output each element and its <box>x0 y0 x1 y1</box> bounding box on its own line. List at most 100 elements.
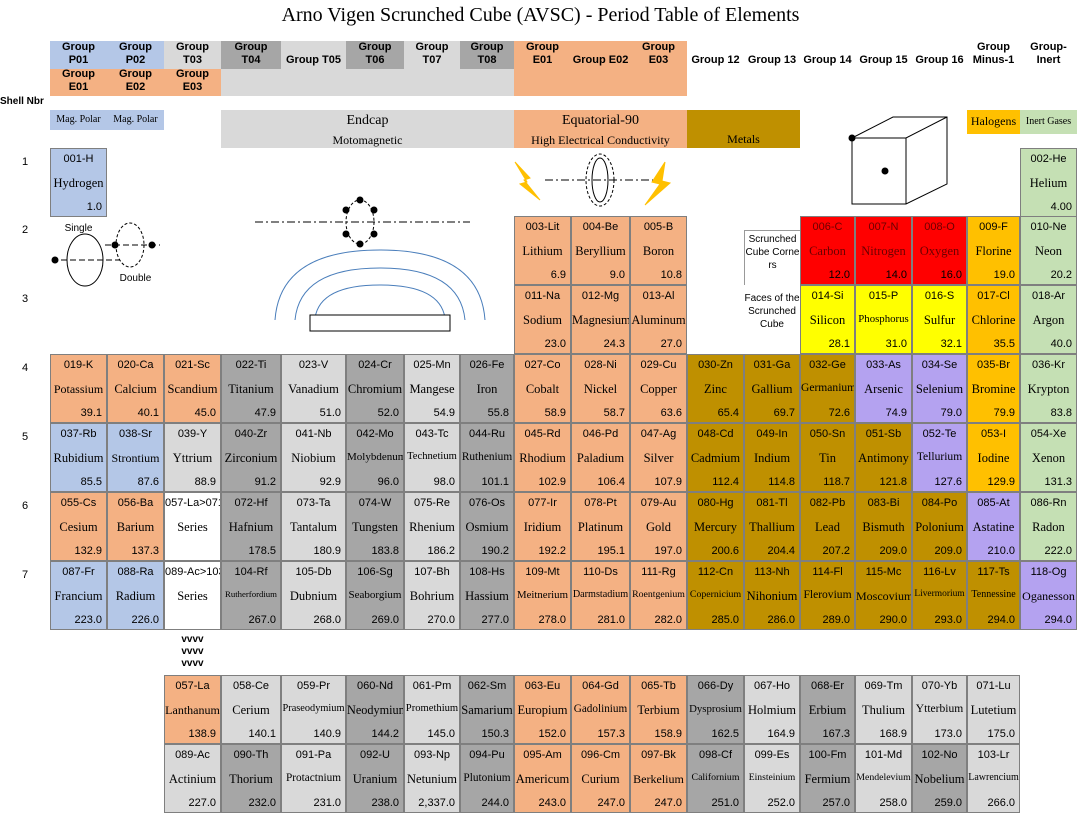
element-mass: 31.0 <box>885 338 907 350</box>
element-mass: 285.0 <box>711 614 739 626</box>
element-name: Radon <box>1032 520 1065 534</box>
element-mass: 88.9 <box>194 476 216 488</box>
element-name: Potassium <box>53 382 104 396</box>
element-code: 020-Ca <box>117 359 154 371</box>
element-name: Calcium <box>114 382 157 396</box>
element-code: 091-Pa <box>295 749 332 761</box>
element-mass: 200.6 <box>711 545 739 557</box>
element-name: Gold <box>646 520 671 534</box>
element-cell: 097-Bk Berkelium 247.0 <box>630 744 687 813</box>
element-mass: 137.3 <box>131 545 159 557</box>
element-code: 080-Hg <box>697 497 734 509</box>
element-code: 102-No <box>921 749 958 761</box>
element-code: 006-C <box>812 221 843 233</box>
group-header: Group E01 <box>50 68 107 96</box>
element-cell: 094-Pu Plutonium 244.0 <box>460 744 514 813</box>
element-code: 064-Gd <box>582 680 619 692</box>
element-code: 090-Th <box>233 749 269 761</box>
element-name: Ruthenium <box>461 451 513 463</box>
element-mass: 144.2 <box>371 728 399 740</box>
element-code: 103-Lr <box>977 749 1010 761</box>
element-code: 028-Ni <box>584 359 617 371</box>
element-code: 071-Lu <box>976 680 1011 692</box>
element-cell: 039-Y Yttrium 88.9 <box>164 423 221 492</box>
category-label: Metals <box>687 110 800 148</box>
element-cell: 004-Be Beryllium 9.0 <box>571 216 630 285</box>
element-code: 093-Np <box>413 749 451 761</box>
element-code: 012-Mg <box>581 290 620 302</box>
element-code: 107-Bh <box>414 566 450 578</box>
element-mass: 58.7 <box>603 407 625 419</box>
element-name: Lutetium <box>970 703 1017 717</box>
element-cell: 056-Ba Barium 137.3 <box>107 492 164 561</box>
element-code: 070-Yb <box>921 680 958 692</box>
element-mass: 162.5 <box>711 728 739 740</box>
element-mass: 158.9 <box>654 728 682 740</box>
element-cell: 005-B Boron 10.8 <box>630 216 687 285</box>
arrow-row: vvvv <box>181 634 204 645</box>
element-mass: 96.0 <box>377 476 399 488</box>
element-name: Carbon <box>809 244 846 258</box>
element-name: Einsteinium <box>748 772 796 783</box>
element-mass: 24.3 <box>603 338 625 350</box>
element-cell: 092-U Uranium 238.0 <box>346 744 404 813</box>
element-cell: 105-Db Dubnium 268.0 <box>281 561 346 630</box>
category-subtitle: Motomagnetic <box>332 133 403 147</box>
element-cell: 029-Cu Copper 63.6 <box>630 354 687 423</box>
element-code: 017-Cl <box>977 290 1010 302</box>
element-code: 055-Cs <box>60 497 97 509</box>
element-name: Hydrogen <box>53 176 104 190</box>
element-mass: 14.0 <box>885 269 907 281</box>
element-cell: 057-La Lanthanum 138.9 <box>164 675 221 744</box>
element-name: Rhodium <box>519 451 566 465</box>
element-mass: 247.0 <box>597 797 625 809</box>
element-name: Europium <box>517 703 568 717</box>
element-cell: 101-Md Mendelevium 258.0 <box>855 744 912 813</box>
element-mass: 238.0 <box>371 797 399 809</box>
element-name: Oganesson <box>1022 589 1075 603</box>
element-name: Silicon <box>809 313 846 327</box>
element-code: 008-O <box>924 221 955 233</box>
element-cell: 012-Mg Magnesium 24.3 <box>571 285 630 354</box>
element-code: 013-Al <box>642 290 675 302</box>
element-code: 105-Db <box>295 566 332 578</box>
element-code: 079-Au <box>640 497 677 509</box>
element-code: 016-S <box>924 290 955 302</box>
element-cell: 050-Sn Tin 118.7 <box>800 423 855 492</box>
element-cell: 006-C Carbon 12.0 <box>800 216 855 285</box>
element-mass: 167.3 <box>822 728 850 740</box>
element-cell: 035-Br Bromine 79.9 <box>967 354 1020 423</box>
element-cell: 049-In Indium 114.8 <box>744 423 800 492</box>
element-code: 041-Nb <box>295 428 332 440</box>
element-name: Xenon <box>1031 451 1066 465</box>
element-mass: 10.8 <box>660 269 682 281</box>
element-code: 018-Ar <box>1031 290 1066 302</box>
element-code: 084-Po <box>921 497 958 509</box>
group-header: Group Minus-1 <box>967 41 1020 69</box>
element-mass: 258.0 <box>879 797 907 809</box>
element-cell: 007-N Nitrogen 14.0 <box>855 216 912 285</box>
element-name: Technetium <box>407 451 457 462</box>
element-code: 089-Ac>103 <box>165 566 220 578</box>
element-mass: 266.0 <box>987 797 1015 809</box>
group-header: Group T07 <box>404 41 460 69</box>
element-code: 073-Ta <box>296 497 331 509</box>
element-mass: 28.1 <box>828 338 850 350</box>
category-label: Mag. Polar <box>56 114 101 125</box>
element-code: 094-Pu <box>469 749 505 761</box>
element-cell: 076-Os Osmium 190.2 <box>460 492 514 561</box>
element-cell: 042-Mo Molybdenum 96.0 <box>346 423 404 492</box>
element-mass: 145.0 <box>427 728 455 740</box>
element-code: 058-Ce <box>232 680 270 692</box>
element-code: 038-Sr <box>118 428 153 440</box>
element-name: Curium <box>581 772 620 786</box>
element-mass: 65.4 <box>717 407 739 419</box>
element-code: 088-Ra <box>117 566 154 578</box>
element-mass: 107.9 <box>654 476 682 488</box>
element-name: Thallium <box>749 520 795 534</box>
element-mass: 268.0 <box>313 614 341 626</box>
element-cell: 114-Fl Flerovium 289.0 <box>800 561 855 630</box>
element-code: 014-Si <box>811 290 844 302</box>
group-header: Group E03 <box>164 68 221 96</box>
element-mass: 247.0 <box>654 797 682 809</box>
